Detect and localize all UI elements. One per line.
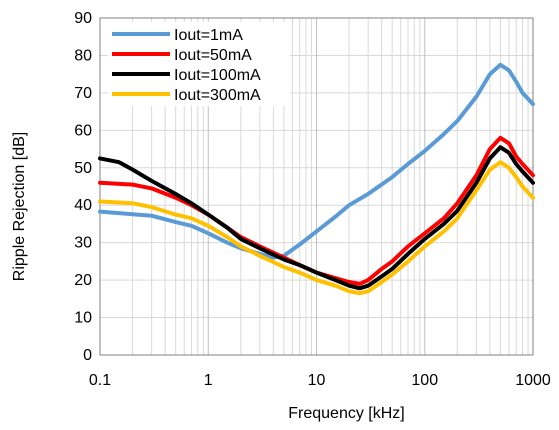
series-line-3 <box>98 145 535 291</box>
legend-label: Iout=1mA <box>174 27 243 44</box>
y-tick-label: 60 <box>74 122 92 139</box>
legend-label: Iout=300mA <box>174 87 261 104</box>
legend-label: Iout=100mA <box>174 67 261 84</box>
y-tick-label: 0 <box>83 347 92 364</box>
x-tick-label: 10 <box>308 372 326 389</box>
y-tick-label: 50 <box>74 160 92 177</box>
plot-frame <box>99 17 534 356</box>
series-line-1 <box>98 62 535 260</box>
y-axis-title: Ripple Rejection [dB] <box>11 132 28 281</box>
x-tick-label: 0.1 <box>89 372 111 389</box>
y-tick-label: 80 <box>74 47 92 64</box>
x-tick-label: 100 <box>411 372 438 389</box>
x-tick-label: 1 <box>204 372 213 389</box>
y-tick-label: 70 <box>74 85 92 102</box>
series-layer <box>98 62 535 296</box>
y-tick-label: 30 <box>74 235 92 252</box>
legend: Iout=1mA Iout=50mA Iout=100mA Iout=300mA <box>108 22 290 106</box>
x-tick-label: 1000 <box>515 372 551 389</box>
y-tick-label: 20 <box>74 272 92 289</box>
y-tick-label: 10 <box>74 310 92 327</box>
legend-label: Iout=50mA <box>174 47 252 64</box>
tick-label-layer: 0 10 20 30 40 50 60 70 80 90 0.1 1 10 100 1000 <box>74 10 551 389</box>
y-tick-label: 90 <box>74 10 92 27</box>
y-tick-label: 40 <box>74 197 92 214</box>
series-line-4 <box>98 160 535 296</box>
x-axis-title: Frequency [kHz] <box>288 405 404 422</box>
